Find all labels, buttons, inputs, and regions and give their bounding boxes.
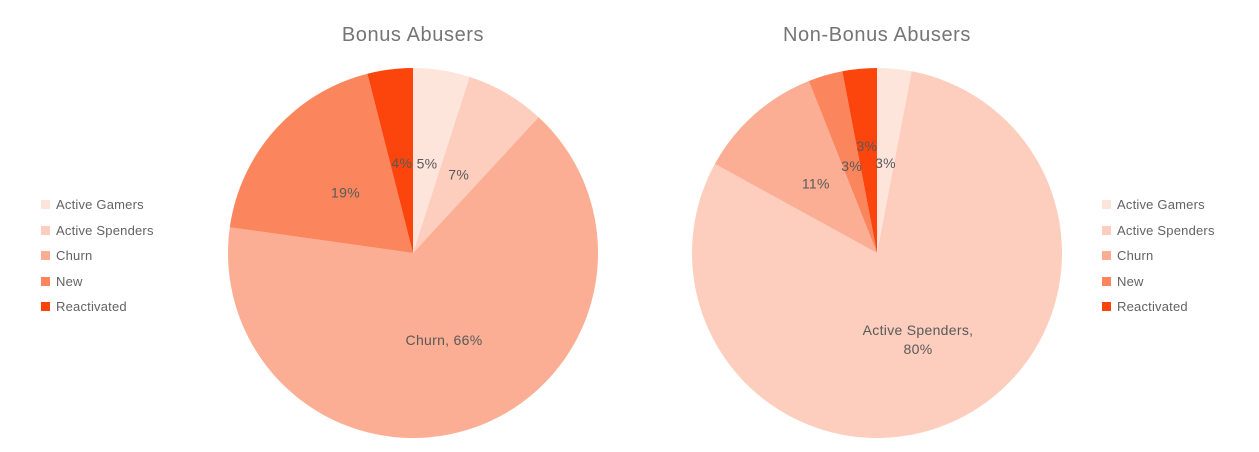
legend-swatch-churn [41, 251, 50, 261]
legend-swatch-active-gamers [41, 200, 50, 210]
legend-swatch-active-gamers [1102, 200, 1111, 210]
legend-label-churn: Churn [56, 248, 93, 264]
legend-swatch-new [1102, 276, 1111, 286]
legend-swatch-new [41, 276, 50, 286]
legend-label-churn: Churn [1117, 248, 1154, 264]
legend-label-reactivated: Reactivated [1117, 299, 1188, 315]
data-label-reactivated: 4% [391, 155, 412, 171]
pie-slice-new[interactable] [229, 73, 413, 253]
legend-item-churn[interactable]: Churn [1102, 243, 1215, 269]
pie-slice-active-spenders[interactable] [691, 71, 1062, 439]
legend-item-active-gamers[interactable]: Active Gamers [41, 192, 154, 218]
legend-swatch-active-spenders [1102, 225, 1111, 235]
legend-bonus-abusers: Active Gamers Active Spenders Churn New Reac… [41, 192, 154, 320]
data-label-new: 3% [841, 158, 862, 174]
legend-swatch-churn [1102, 251, 1111, 261]
legend-label-new: New [56, 273, 83, 289]
chart-title-bonus-abusers: Bonus Abusers [341, 24, 485, 46]
legend-item-new[interactable]: New [1102, 269, 1215, 295]
legend-label-active-spenders: Active Spenders [1117, 222, 1215, 238]
legend-swatch-reactivated [1102, 302, 1111, 312]
legend-item-churn[interactable]: Churn [41, 243, 154, 269]
pie-slice-active-gamers[interactable] [877, 68, 912, 253]
pie-slice-active-gamers[interactable] [413, 68, 470, 253]
legend-item-active-spenders[interactable]: Active Spenders [1102, 218, 1215, 244]
legend-label-active-gamers: Active Gamers [1117, 197, 1205, 213]
pie-chart-non-bonus-abusers: 3%Active Spenders, 80%11%3%3% [691, 68, 1062, 439]
data-label-active-spenders: Active Spenders, 80% [863, 322, 974, 357]
legend-item-active-spenders[interactable]: Active Spenders [41, 218, 154, 244]
data-label-active-gamers: 3% [875, 155, 896, 171]
legend-item-reactivated[interactable]: Reactivated [1102, 294, 1215, 320]
data-label-churn: Churn, 66% [406, 332, 483, 348]
pie-slice-reactivated[interactable] [842, 68, 877, 253]
legend-label-active-gamers: Active Gamers [56, 197, 144, 213]
data-label-active-gamers: 5% [417, 155, 438, 171]
pie-slice-active-spenders[interactable] [413, 76, 539, 253]
data-label-new: 19% [331, 185, 360, 201]
legend-swatch-active-spenders [41, 225, 50, 235]
data-label-churn: 11% [802, 176, 830, 192]
pie-slice-reactivated[interactable] [367, 68, 413, 253]
legend-label-active-spenders: Active Spenders [56, 222, 154, 238]
legend-non-bonus-abusers: Active Gamers Active Spenders Churn New Reac… [1102, 192, 1215, 320]
pie-slice-new[interactable] [808, 71, 877, 253]
pie-chart-bonus-abusers: 5% 7% Churn, 66% 19% 4% [228, 68, 599, 439]
legend-swatch-reactivated [41, 302, 50, 312]
legend-item-new[interactable]: New [41, 269, 154, 295]
legend-item-reactivated[interactable]: Reactivated [41, 294, 154, 320]
data-label-reactivated: 3% [856, 138, 877, 154]
legend-label-new: New [1117, 273, 1144, 289]
pie-slice-churn[interactable] [714, 80, 877, 254]
chart-title-non-bonus-abusers: Non-Bonus Abusers [782, 24, 972, 46]
legend-item-active-gamers[interactable]: Active Gamers [1102, 192, 1215, 218]
pie-slice-churn[interactable] [228, 117, 599, 439]
data-label-active-spenders: 7% [448, 167, 469, 183]
legend-label-reactivated: Reactivated [56, 299, 127, 315]
